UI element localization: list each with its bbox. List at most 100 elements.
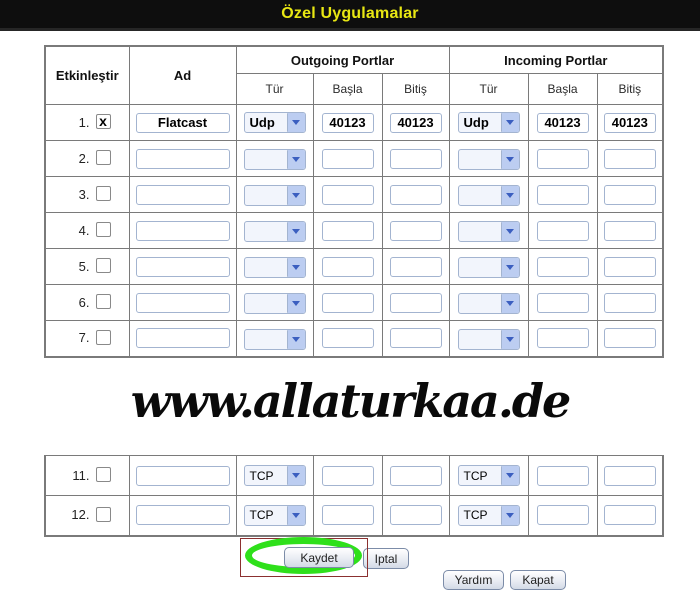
out-end-input[interactable]	[389, 465, 442, 486]
name-input[interactable]	[135, 328, 230, 349]
name-input[interactable]	[135, 184, 230, 205]
dropdown-arrow-icon[interactable]	[286, 330, 305, 349]
dropdown-arrow-icon[interactable]	[500, 466, 519, 485]
in-end-input[interactable]	[603, 220, 656, 241]
in-start-input[interactable]	[536, 292, 589, 313]
out-type-select[interactable]: TCP	[243, 504, 306, 526]
enable-checkbox[interactable]	[95, 329, 111, 345]
out-end-input[interactable]	[389, 112, 442, 133]
in-end-input[interactable]	[603, 328, 656, 349]
dropdown-arrow-icon[interactable]	[500, 150, 519, 170]
in-end-input[interactable]	[603, 465, 656, 486]
dropdown-arrow-icon[interactable]	[286, 258, 305, 278]
in-end-input[interactable]	[603, 112, 656, 133]
in-end-input[interactable]	[603, 148, 656, 169]
in-start-input[interactable]	[536, 148, 589, 169]
enable-checkbox[interactable]	[95, 149, 111, 165]
in-type-select[interactable]: Udp	[457, 112, 520, 133]
in-type-select[interactable]	[457, 329, 520, 350]
name-input[interactable]	[135, 148, 230, 169]
in-start-input[interactable]	[536, 465, 589, 486]
out-start-input[interactable]	[321, 184, 374, 205]
in-start-input[interactable]	[536, 112, 589, 133]
dropdown-arrow-icon[interactable]	[286, 466, 305, 485]
dropdown-arrow-icon[interactable]	[286, 186, 305, 206]
name-input[interactable]	[135, 112, 230, 133]
header-outgoing-group: Outgoing Portlar	[235, 45, 450, 74]
dropdown-arrow-icon[interactable]	[500, 258, 519, 278]
table-cell	[381, 284, 450, 321]
table-cell	[527, 248, 598, 285]
dropdown-arrow-icon[interactable]	[286, 294, 305, 314]
dropdown-arrow-icon[interactable]	[500, 505, 519, 525]
in-start-input[interactable]	[536, 505, 589, 526]
table-cell	[448, 284, 529, 321]
table-cell	[235, 320, 314, 357]
out-type-select[interactable]	[243, 221, 306, 243]
dropdown-arrow-icon[interactable]	[286, 150, 305, 170]
dropdown-arrow-icon[interactable]	[500, 113, 519, 132]
out-start-input[interactable]	[321, 220, 374, 241]
out-start-input[interactable]	[321, 328, 374, 349]
in-type-select[interactable]: TCP	[457, 504, 520, 526]
out-end-input[interactable]	[389, 148, 442, 169]
dropdown-arrow-icon[interactable]	[286, 113, 305, 132]
in-start-input[interactable]	[536, 220, 589, 241]
out-end-input[interactable]	[389, 256, 442, 277]
out-type-select[interactable]	[243, 257, 306, 279]
in-type-select[interactable]	[457, 221, 520, 243]
save-button[interactable]: Kaydet	[284, 547, 354, 568]
dropdown-arrow-icon[interactable]	[500, 294, 519, 314]
out-start-input[interactable]	[321, 292, 374, 313]
in-start-input[interactable]	[536, 184, 589, 205]
out-type-select[interactable]	[243, 185, 306, 207]
out-type-select[interactable]	[243, 149, 306, 171]
out-type-select[interactable]: Udp	[243, 112, 306, 133]
enable-checkbox[interactable]	[95, 293, 111, 309]
in-type-select[interactable]	[457, 185, 520, 207]
out-end-input[interactable]	[389, 220, 442, 241]
name-input[interactable]	[135, 505, 230, 526]
enable-checkbox[interactable]: x	[95, 113, 111, 129]
enable-checkbox[interactable]	[95, 185, 111, 201]
in-end-input[interactable]	[603, 184, 656, 205]
out-end-input[interactable]	[389, 328, 442, 349]
in-end-input[interactable]	[603, 256, 656, 277]
out-type-select[interactable]: TCP	[243, 465, 306, 486]
dropdown-arrow-icon[interactable]	[500, 330, 519, 349]
out-end-input[interactable]	[389, 505, 442, 526]
in-type-select[interactable]: TCP	[457, 465, 520, 486]
table-cell	[448, 140, 529, 177]
dropdown-arrow-icon[interactable]	[500, 186, 519, 206]
enable-checkbox[interactable]	[95, 257, 111, 273]
name-input[interactable]	[135, 292, 230, 313]
out-start-input[interactable]	[321, 465, 374, 486]
in-start-input[interactable]	[536, 256, 589, 277]
in-type-select[interactable]	[457, 293, 520, 315]
in-end-input[interactable]	[603, 292, 656, 313]
dropdown-arrow-icon[interactable]	[500, 222, 519, 242]
name-input[interactable]	[135, 220, 230, 241]
out-type-select[interactable]	[243, 329, 306, 350]
enable-checkbox[interactable]	[95, 221, 111, 237]
out-start-input[interactable]	[321, 148, 374, 169]
in-type-select[interactable]	[457, 149, 520, 171]
out-start-input[interactable]	[321, 256, 374, 277]
out-end-input[interactable]	[389, 292, 442, 313]
dropdown-arrow-icon[interactable]	[286, 222, 305, 242]
name-input[interactable]	[135, 465, 230, 486]
enable-checkbox[interactable]	[95, 466, 111, 482]
out-start-input[interactable]	[321, 112, 374, 133]
close-button[interactable]: Kapat	[510, 570, 566, 590]
dropdown-arrow-icon[interactable]	[286, 505, 305, 525]
name-input[interactable]	[135, 256, 230, 277]
out-type-select[interactable]	[243, 293, 306, 315]
help-button[interactable]: Yardım	[443, 570, 504, 590]
in-type-select[interactable]	[457, 257, 520, 279]
in-start-input[interactable]	[536, 328, 589, 349]
out-start-input[interactable]	[321, 505, 374, 526]
out-end-input[interactable]	[389, 184, 442, 205]
in-end-input[interactable]	[603, 505, 656, 526]
cancel-button[interactable]: Iptal	[363, 548, 409, 569]
enable-checkbox[interactable]	[95, 506, 111, 522]
